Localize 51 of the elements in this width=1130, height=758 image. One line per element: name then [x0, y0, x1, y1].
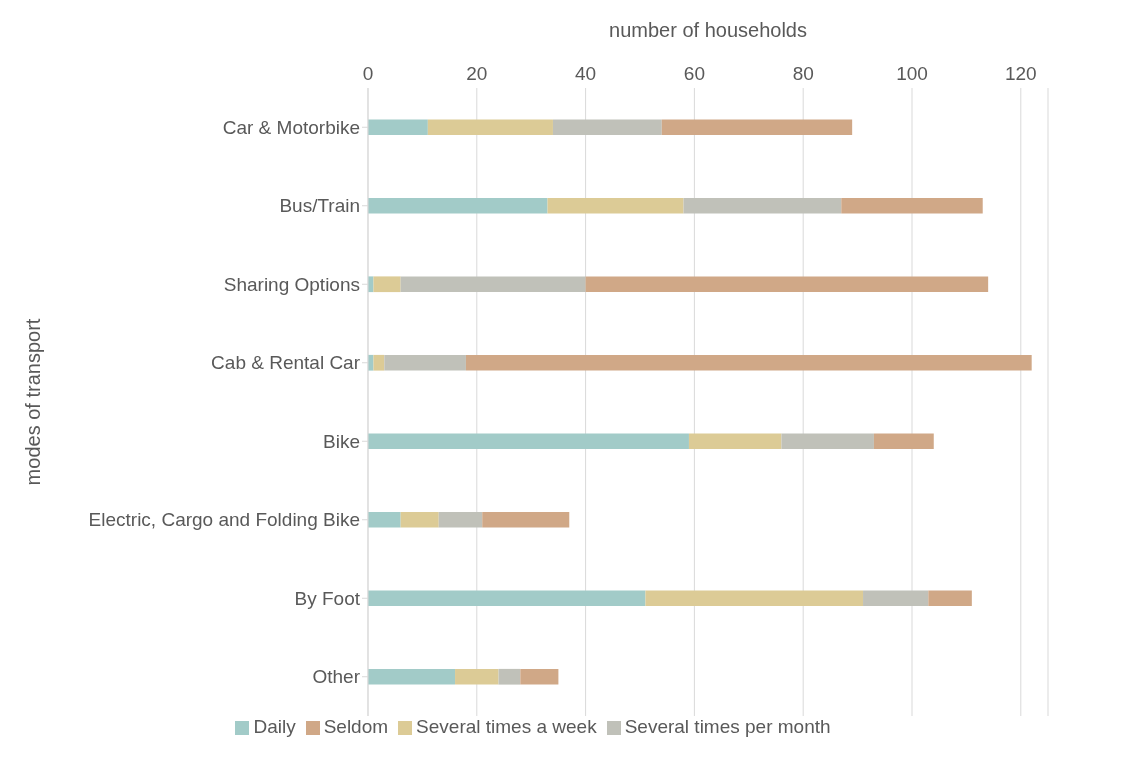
bar — [482, 511, 570, 528]
bar — [368, 119, 428, 136]
legend-label: Several times a week — [416, 716, 597, 737]
bar — [520, 668, 559, 685]
y-tick-label: By Foot — [294, 587, 361, 609]
bar — [427, 119, 553, 136]
legend-label: Several times per month — [624, 716, 831, 737]
x-tick-label: 20 — [466, 63, 488, 84]
bar — [373, 354, 385, 371]
y-tick-label: Electric, Cargo and Folding Bike — [88, 509, 360, 531]
x-axis-title: number of households — [609, 19, 807, 42]
x-tick-label: 60 — [683, 63, 705, 84]
bar — [873, 433, 934, 450]
bar — [400, 511, 439, 528]
y-axis-title: modes of transport — [22, 318, 45, 486]
x-tick-label: 120 — [1004, 63, 1037, 84]
bar — [688, 433, 782, 450]
bar — [781, 433, 874, 450]
y-tick-label: Other — [312, 666, 361, 688]
y-tick-label: Bike — [323, 430, 360, 452]
bar — [368, 433, 689, 450]
y-tick-label: Sharing Options — [223, 273, 360, 295]
bar — [373, 276, 401, 293]
x-tick-label: 40 — [575, 63, 597, 84]
bar — [465, 354, 1032, 371]
bar — [498, 668, 521, 685]
bar — [368, 511, 401, 528]
bar — [368, 590, 646, 607]
bar — [928, 590, 972, 607]
x-tick-label: 80 — [792, 63, 814, 84]
bar — [368, 197, 548, 214]
x-tick-label: 100 — [896, 63, 928, 84]
bar — [547, 197, 684, 214]
bar — [552, 119, 662, 136]
y-tick-label: Bus/Train — [279, 195, 360, 217]
bar — [585, 276, 989, 293]
bar — [384, 354, 466, 371]
y-tick-label: Car & Motorbike — [222, 117, 360, 138]
bar — [400, 276, 586, 293]
bar — [661, 119, 853, 136]
bar — [645, 590, 864, 607]
bar — [841, 197, 983, 214]
bar — [368, 668, 456, 685]
bar — [455, 668, 499, 685]
bar — [438, 511, 483, 528]
y-tick-label: Cab & Rental Car — [211, 352, 361, 374]
legend-label: Daily — [253, 716, 296, 737]
legend-label: Seldom — [323, 716, 389, 737]
x-tick-label: 0 — [362, 63, 374, 84]
bar — [683, 197, 842, 214]
bar — [863, 590, 929, 607]
